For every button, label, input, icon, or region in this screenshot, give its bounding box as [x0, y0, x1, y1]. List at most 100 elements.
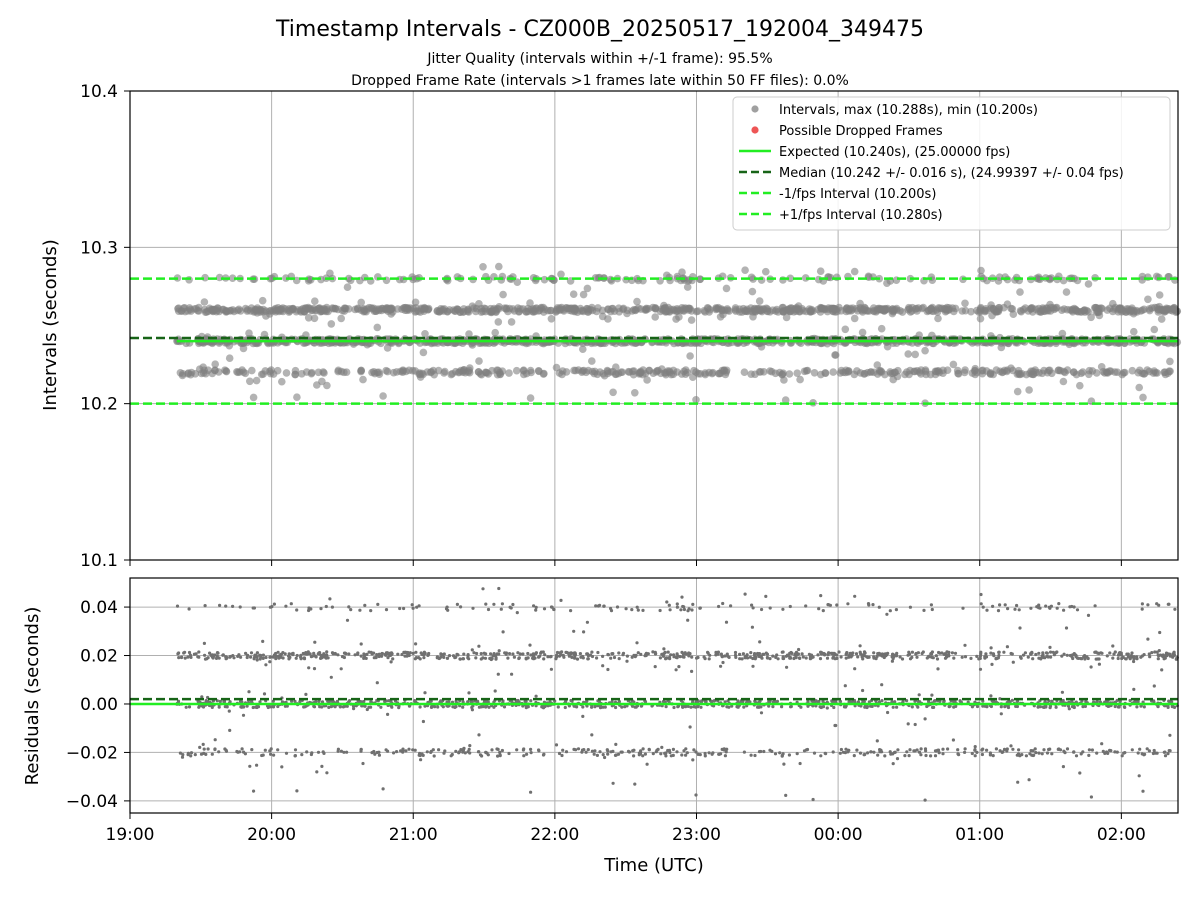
residual-point [1020, 753, 1024, 757]
interval-point [248, 366, 256, 375]
residual-point [845, 651, 849, 655]
residual-point [178, 751, 182, 755]
interval-point [403, 304, 412, 312]
residual-point [429, 705, 434, 710]
residual-point [272, 753, 276, 757]
residual-point [891, 705, 895, 709]
interval-point [931, 370, 940, 379]
residual-point [782, 762, 786, 766]
residual-point [647, 747, 651, 751]
residual-point [180, 755, 185, 759]
residual-point [1086, 613, 1091, 618]
residual-point [1124, 657, 1128, 661]
residual-point [187, 607, 191, 611]
residual-point [997, 650, 1001, 655]
residual-point [1049, 655, 1053, 659]
residual-point [1011, 747, 1015, 751]
residual-point [415, 605, 419, 609]
interval-point [258, 296, 267, 305]
residual-point [567, 654, 572, 658]
residual-point [832, 705, 836, 710]
residual-point [319, 607, 323, 611]
residual-point [492, 652, 496, 656]
residual-point [384, 608, 389, 612]
residual-point [1111, 644, 1115, 648]
residual-point [476, 750, 481, 754]
residual-point [753, 652, 757, 656]
residual-point [801, 655, 805, 659]
interval-point [850, 314, 859, 323]
residual-point [952, 656, 956, 660]
residual-point [1065, 653, 1069, 657]
residual-point [529, 699, 533, 703]
residual-point [847, 700, 851, 704]
residual-point [917, 700, 921, 704]
residual-point [668, 608, 672, 612]
residual-point [187, 650, 192, 655]
interval-point [464, 307, 472, 316]
interval-point [502, 304, 511, 313]
residual-point [923, 798, 927, 802]
residual-point [1122, 751, 1126, 755]
residual-point [1115, 750, 1119, 754]
residual-point [651, 650, 655, 654]
residual-point [272, 602, 276, 606]
residual-point [531, 652, 536, 656]
residual-point [304, 651, 308, 655]
residual-point [590, 733, 594, 737]
residual-point [377, 750, 381, 754]
residual-point [994, 747, 999, 751]
residual-point [395, 750, 399, 754]
interval-point [892, 304, 901, 313]
interval-point [912, 305, 920, 313]
residual-point [321, 750, 325, 754]
residual-point [867, 603, 871, 607]
residual-point [569, 698, 573, 703]
residual-point [543, 653, 547, 657]
interval-point [793, 369, 801, 378]
residual-point [690, 669, 694, 674]
residual-point [998, 603, 1002, 607]
residual-point [356, 651, 360, 655]
interval-point [1101, 369, 1109, 377]
residual-point [576, 747, 581, 751]
residual-point [776, 657, 780, 661]
residual-point [316, 750, 321, 754]
interval-point [228, 274, 237, 283]
residual-point [255, 655, 259, 659]
residual-point [989, 694, 993, 698]
residual-point [497, 586, 501, 591]
residual-point [999, 712, 1003, 716]
interval-point [1119, 369, 1128, 377]
residual-point [712, 699, 716, 703]
residual-point [323, 653, 327, 658]
residual-point [177, 656, 181, 660]
residual-point [380, 651, 384, 656]
residual-point [477, 644, 481, 648]
residual-point [507, 652, 512, 656]
interval-point [405, 366, 413, 375]
residual-point [413, 657, 417, 661]
residual-point [327, 705, 331, 710]
residual-point [255, 651, 259, 655]
residual-point [184, 705, 188, 709]
interval-point [865, 273, 873, 282]
interval-point [493, 370, 502, 379]
residual-point [402, 606, 406, 611]
residual-point [756, 705, 760, 709]
residual-point [486, 607, 491, 612]
interval-point [1003, 367, 1011, 376]
residual-point [723, 654, 727, 658]
legend-marker [751, 126, 759, 134]
residual-point [463, 751, 467, 755]
residual-point [1045, 654, 1049, 659]
residual-point [252, 655, 257, 660]
residual-point [765, 655, 770, 660]
x-tick-label: 01:00 [955, 825, 1004, 845]
residual-point [261, 753, 265, 757]
residual-point [821, 699, 825, 704]
residual-point [890, 659, 895, 663]
residual-point [228, 728, 232, 733]
residual-point [1093, 604, 1097, 608]
residual-point [186, 753, 190, 757]
